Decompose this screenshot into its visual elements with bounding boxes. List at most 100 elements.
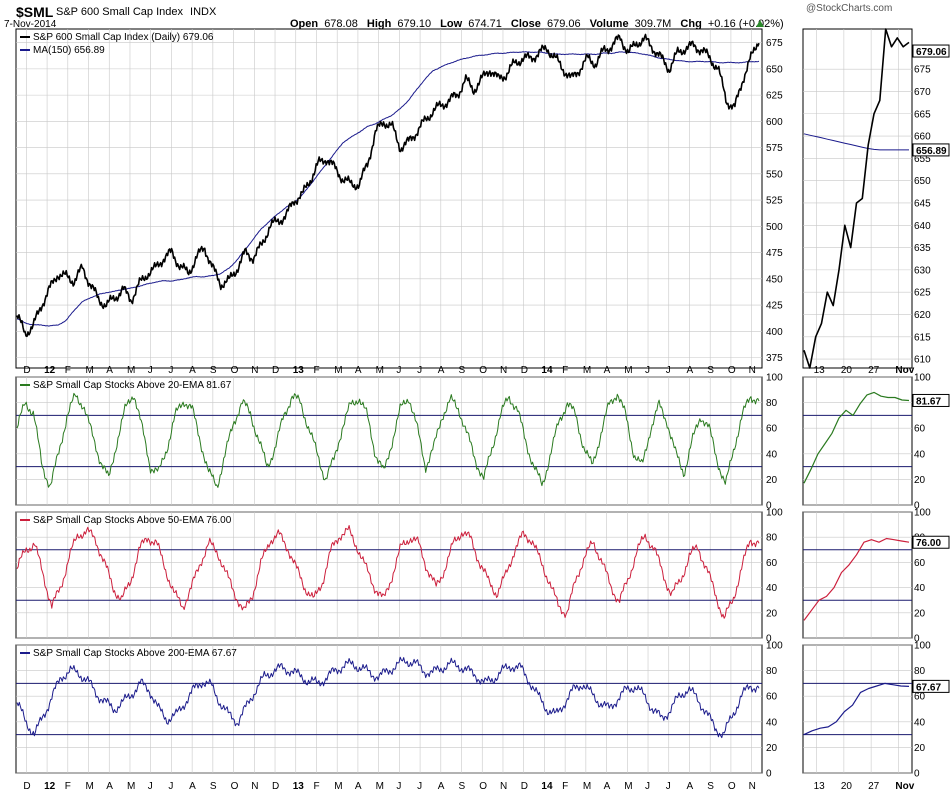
price-xtick: F bbox=[65, 365, 71, 376]
price-ytick: 500 bbox=[766, 222, 783, 233]
open-label: Open bbox=[290, 18, 318, 30]
ema50-ytick: 60 bbox=[766, 558, 778, 569]
zoom-ema50-panel-frame bbox=[802, 511, 913, 639]
price-xtick: S bbox=[459, 365, 466, 376]
ema20-ytick: 0 bbox=[766, 501, 772, 512]
bottom-xtick: J bbox=[417, 781, 422, 792]
bottom-xtick: A bbox=[355, 781, 362, 792]
zoom-price-xtick: 27 bbox=[868, 365, 880, 376]
zoom-ema200-value-badge: 67.67 bbox=[916, 682, 941, 693]
bottom-xtick: M bbox=[334, 781, 342, 792]
bottom-xtick: 14 bbox=[541, 781, 553, 792]
zoom-price-ytick: 635 bbox=[914, 243, 931, 254]
chg-label: Chg bbox=[680, 18, 701, 30]
price-xtick: N bbox=[251, 365, 258, 376]
bottom-xtick: F bbox=[313, 781, 319, 792]
price-ytick: 425 bbox=[766, 301, 783, 312]
zoom-ma-line bbox=[803, 133, 909, 151]
ema50-line bbox=[16, 525, 760, 619]
zoom-ema50-ytick: 0 bbox=[914, 634, 920, 645]
ema20-ytick: 60 bbox=[766, 424, 778, 435]
zoom-price-line bbox=[803, 28, 910, 369]
price-xtick: J bbox=[645, 365, 650, 376]
zoom-ema20-value-badge: 81.67 bbox=[916, 396, 941, 407]
price-xtick: O bbox=[231, 365, 239, 376]
bottom-xtick: J bbox=[666, 781, 671, 792]
ema50-ytick: 20 bbox=[766, 608, 778, 619]
bottom-xtick: S bbox=[707, 781, 714, 792]
zoom-ema50-value-badge-box bbox=[912, 535, 950, 549]
zoom-ema50-line bbox=[803, 537, 910, 621]
zoom-ema50-value-badge: 76.00 bbox=[916, 538, 941, 549]
price-xtick: A bbox=[355, 365, 362, 376]
zoom-price-xtick: 13 bbox=[814, 365, 826, 376]
zoom-price-ytick: 650 bbox=[914, 176, 931, 187]
zoom-price-ytick: 630 bbox=[914, 265, 931, 276]
ema50-ytick: 100 bbox=[766, 508, 783, 519]
low-value: 674.71 bbox=[468, 18, 502, 30]
bottom-xtick: F bbox=[65, 781, 71, 792]
zoom-bottom-xtick: 13 bbox=[814, 781, 826, 792]
price-ytick: 600 bbox=[766, 117, 783, 128]
bottom-xtick: N bbox=[749, 781, 756, 792]
price-xtick: M bbox=[86, 365, 94, 376]
ohlc-stats: Open 678.08 High 679.10 Low 674.71 Close… bbox=[290, 18, 784, 30]
price-xtick: S bbox=[210, 365, 217, 376]
price-xtick: J bbox=[148, 365, 153, 376]
low-label: Low bbox=[440, 18, 462, 30]
price-legend: S&P 600 Small Cap Index (Daily) 679.06 bbox=[33, 32, 214, 43]
bottom-xtick: D bbox=[23, 781, 30, 792]
high-value: 679.10 bbox=[397, 18, 431, 30]
open-value: 678.08 bbox=[324, 18, 358, 30]
zoom-ema20-ytick: 20 bbox=[914, 475, 926, 486]
bottom-xtick: S bbox=[210, 781, 217, 792]
price-xtick: F bbox=[562, 365, 568, 376]
index-exchange: INDX bbox=[190, 6, 217, 18]
zoom-ema200-ytick: 60 bbox=[914, 692, 926, 703]
zoom-price-ytick: 640 bbox=[914, 221, 931, 232]
price-xtick: M bbox=[624, 365, 632, 376]
ema200-panel-frame bbox=[15, 644, 763, 774]
ema200-legend: S&P Small Cap Stocks Above 200-EMA 67.67 bbox=[33, 648, 237, 659]
bottom-xtick: J bbox=[148, 781, 153, 792]
chg-value: +0.16 (+0.02%) bbox=[708, 18, 784, 30]
volume-value: 309.7M bbox=[635, 18, 672, 30]
bottom-xtick: A bbox=[686, 781, 693, 792]
price-xtick: A bbox=[438, 365, 445, 376]
bottom-xtick: M bbox=[127, 781, 135, 792]
ema50-ytick: 80 bbox=[766, 533, 778, 544]
bottom-xtick: A bbox=[189, 781, 196, 792]
zoom-price-ytick: 625 bbox=[914, 288, 931, 299]
price-xtick: N bbox=[500, 365, 507, 376]
zoom-ema200-ytick: 20 bbox=[914, 743, 926, 754]
ema50-ytick: 0 bbox=[766, 634, 772, 645]
high-label: High bbox=[367, 18, 392, 30]
zoom-price-xtick: 20 bbox=[841, 365, 853, 376]
price-xtick: J bbox=[168, 365, 173, 376]
ema20-legend: S&P Small Cap Stocks Above 20-EMA 81.67 bbox=[33, 380, 232, 391]
chart-date: 7-Nov-2014 bbox=[4, 19, 57, 30]
price-xtick: D bbox=[272, 365, 279, 376]
price-xtick: O bbox=[728, 365, 736, 376]
price-xtick: N bbox=[749, 365, 756, 376]
price-xtick: A bbox=[604, 365, 611, 376]
price-xtick: 14 bbox=[541, 365, 553, 376]
zoom-ema50-ytick: 40 bbox=[914, 583, 926, 594]
ema200-ytick: 80 bbox=[766, 666, 778, 677]
index-name: S&P 600 Small Cap Index INDX bbox=[56, 6, 217, 18]
zoom-bottom-xtick: Nov bbox=[895, 781, 914, 792]
zoom-ema200-ytick: 80 bbox=[914, 666, 926, 677]
zoom-price-ytick: 675 bbox=[914, 65, 931, 76]
zoom-ema20-ytick: 40 bbox=[914, 449, 926, 460]
zoom-price-ytick: 665 bbox=[914, 109, 931, 120]
symbol: $SML bbox=[16, 4, 54, 20]
ma150-line bbox=[16, 51, 760, 327]
zoom-ema20-line bbox=[803, 391, 910, 484]
zoom-price-ytick: 645 bbox=[914, 198, 931, 209]
zoom-ema20-ytick: 60 bbox=[914, 424, 926, 435]
zoom-price-ytick: 670 bbox=[914, 87, 931, 98]
zoom-price-value-badge: 679.06 bbox=[916, 47, 947, 58]
watermark: @StockCharts.com bbox=[806, 3, 892, 14]
ema20-ytick: 20 bbox=[766, 475, 778, 486]
price-ytick: 475 bbox=[766, 248, 783, 259]
